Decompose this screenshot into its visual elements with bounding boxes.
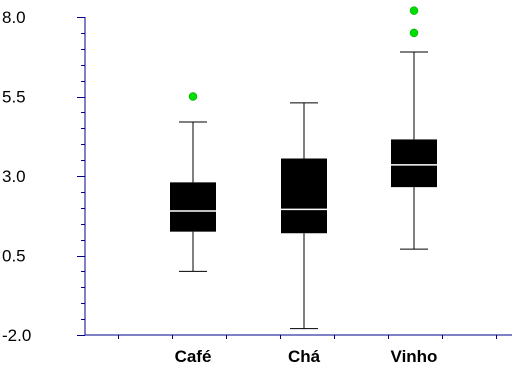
x-axis-labels: Café Chá Vinho <box>118 335 497 366</box>
y-axis-ticks: 8.0 5.5 3.0 0.5 -2.0 <box>2 8 85 345</box>
y-tick-label: 5.5 <box>2 88 26 107</box>
outlier-point <box>188 92 198 101</box>
box-2 <box>281 102 327 330</box>
boxes <box>170 6 437 330</box>
iqr-box <box>391 139 437 188</box>
x-category-label: Café <box>175 347 212 366</box>
outlier-point <box>409 6 419 15</box>
box-1 <box>170 92 216 272</box>
iqr-box <box>281 158 327 234</box>
x-category-label: Vinho <box>391 347 438 366</box>
y-tick-label: -2.0 <box>2 326 31 345</box>
y-tick-label: 8.0 <box>2 8 26 27</box>
box-3 <box>391 6 437 250</box>
y-tick-label: 0.5 <box>2 247 26 266</box>
iqr-box <box>170 182 216 232</box>
y-tick-label: 3.0 <box>2 167 26 186</box>
outlier-point <box>409 28 419 38</box>
x-category-label: Chá <box>288 347 321 366</box>
